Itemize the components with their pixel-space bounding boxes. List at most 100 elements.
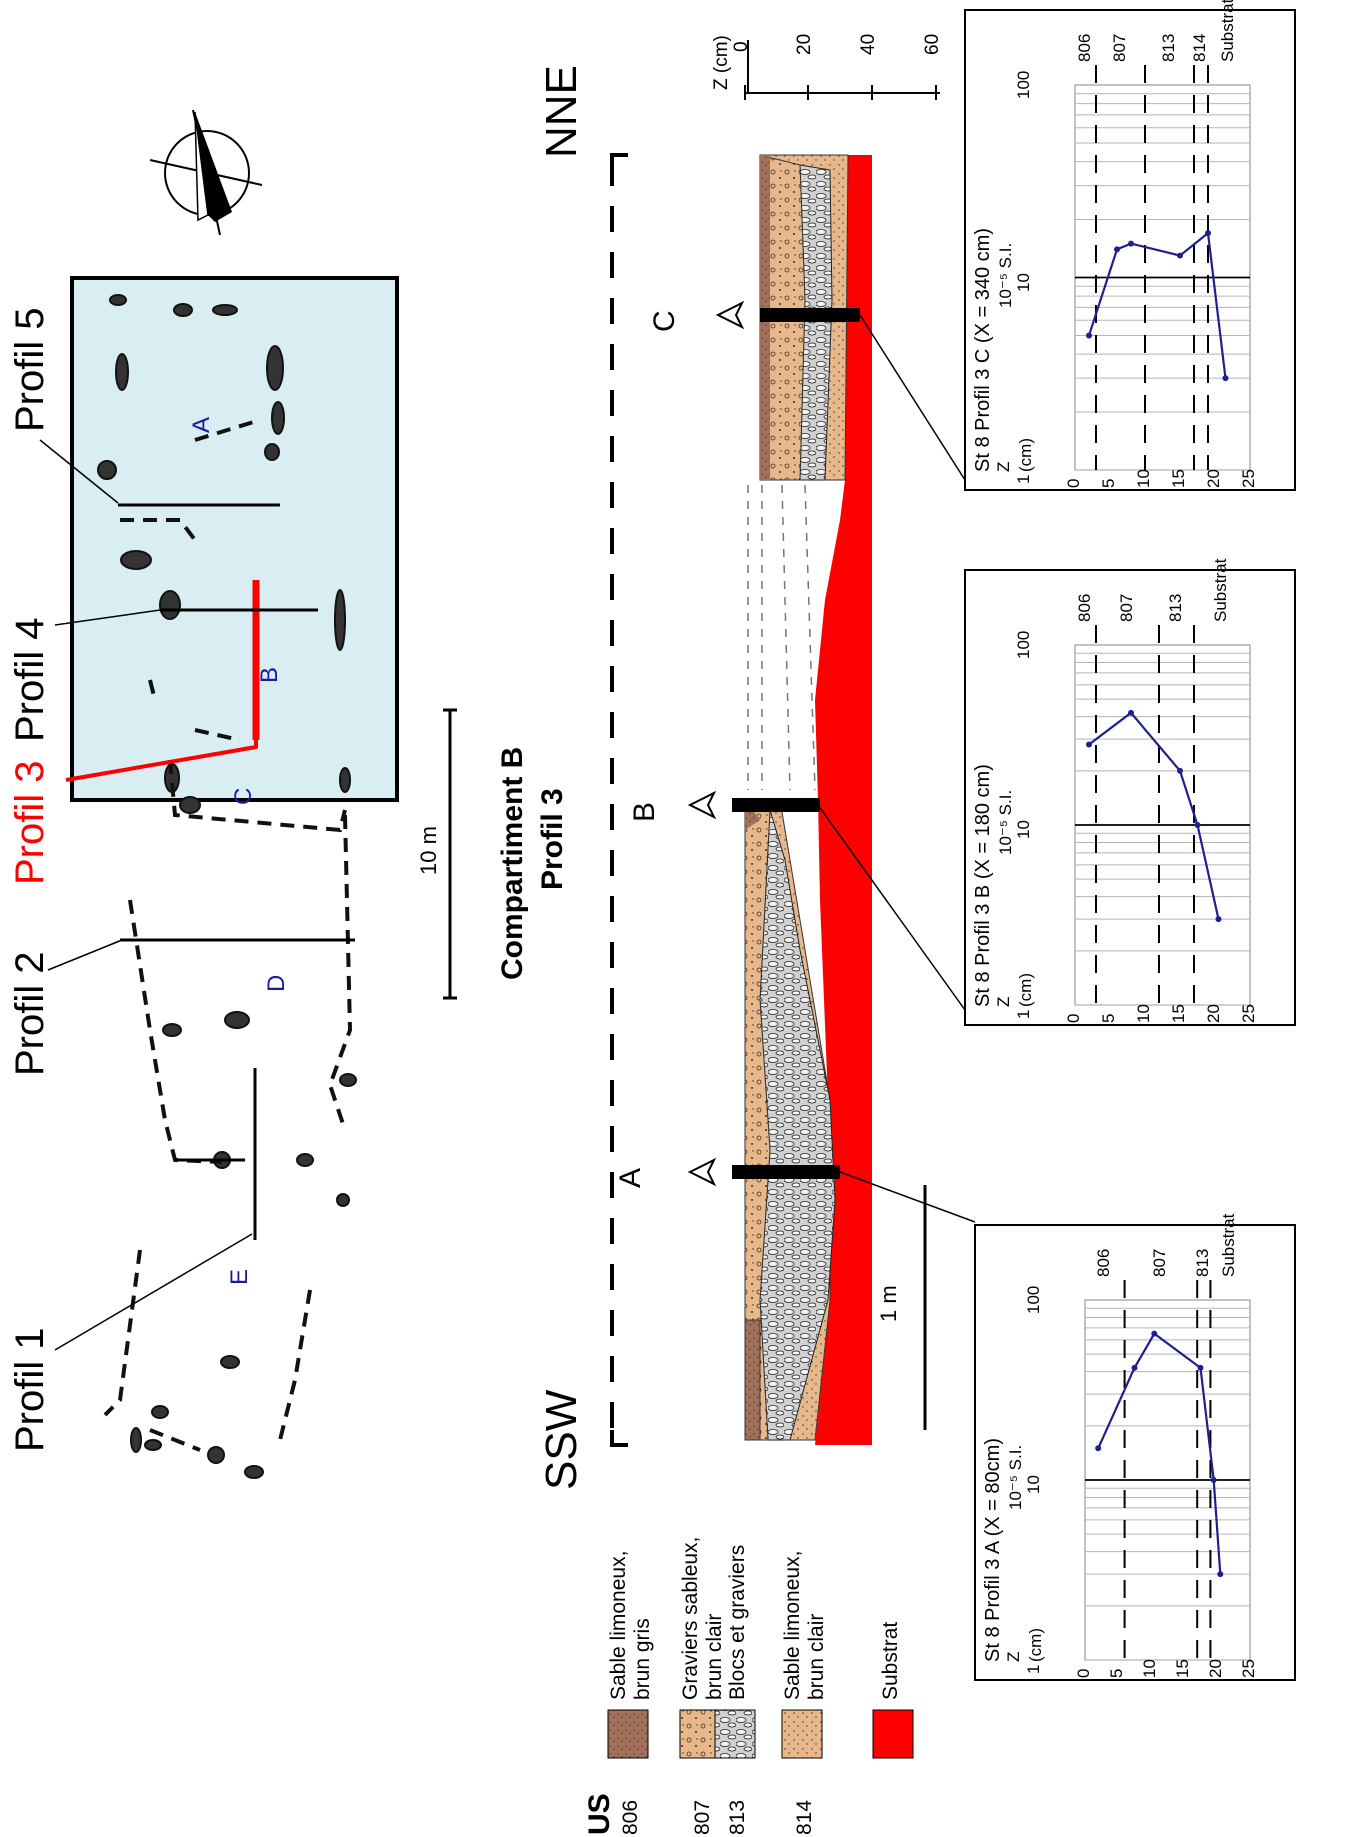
- layer-label: Substrat: [1219, 1213, 1239, 1277]
- y-tick-label: 10: [1014, 820, 1033, 839]
- legend-swatch-substrat: [872, 1709, 914, 1759]
- layer-label: 813: [1192, 1248, 1212, 1277]
- chart-frame: [974, 1224, 1296, 1681]
- x-tick-label: 25: [1239, 1659, 1258, 1678]
- layer-label: 807: [1149, 1248, 1169, 1277]
- legend-code-806: 806: [619, 1799, 642, 1835]
- chart-unit: 10⁻⁵ S.I.: [996, 789, 1015, 855]
- data-point: [1194, 822, 1201, 828]
- measure-bar-b: [732, 798, 820, 812]
- y-tick-label: 100: [1014, 630, 1033, 659]
- data-point: [1151, 1330, 1158, 1337]
- susceptibility-charts: [964, 9, 1296, 1681]
- section-left-end: SSW: [537, 1389, 586, 1490]
- chart-title: St 8 Profil 3 B (X = 180 cm): [972, 764, 994, 1007]
- x-tick-label: 15: [1169, 469, 1188, 488]
- profile-1-label: Profil 1: [8, 1327, 52, 1453]
- layer-label: 806: [1074, 593, 1094, 622]
- data-point: [1217, 1571, 1224, 1578]
- x-tick-label: 5: [1099, 478, 1118, 488]
- data-point: [1095, 1445, 1102, 1452]
- data-point: [1177, 252, 1183, 259]
- measure-arrows: [687, 300, 745, 1187]
- legend-label-substrat: Substrat: [879, 1621, 902, 1700]
- data-point: [1210, 1477, 1217, 1483]
- measure-bar-c: [760, 308, 860, 322]
- z-tick-40: 40: [858, 33, 879, 55]
- x-tick-label: 5: [1107, 1668, 1126, 1678]
- chart-unit: 10⁻⁵ S.I.: [996, 242, 1015, 308]
- y-tick-label: 10: [1024, 1475, 1043, 1494]
- layer-label: Substrat: [1218, 0, 1237, 62]
- profile-5-label: Profil 5: [8, 307, 52, 433]
- plan-scale-label: 10 m: [416, 826, 441, 875]
- y-tick-label: 1: [1014, 1009, 1033, 1019]
- chart-title: St 8 Profil 3 A (X = 80cm): [982, 1438, 1004, 1662]
- legend-code-814: 814: [793, 1799, 816, 1835]
- data-point: [1128, 709, 1134, 716]
- section-point-c: C: [648, 310, 681, 332]
- y-tick-label: 100: [1014, 70, 1033, 99]
- profile-4-label: Profil 4: [8, 617, 52, 743]
- layer-label: 806: [1074, 33, 1094, 62]
- layer-label: 807: [1116, 593, 1136, 622]
- x-label-unit: (cm): [1026, 1628, 1045, 1662]
- section-scale-label: 1 m: [876, 1285, 901, 1322]
- layer-label: 806: [1093, 1248, 1113, 1277]
- x-tick-label: 0: [1064, 478, 1083, 488]
- chart-frame: [964, 569, 1296, 1026]
- cross-section: [610, 40, 976, 1447]
- x-tick-label: 5: [1099, 1013, 1118, 1023]
- profile-3-label[interactable]: Profil 3: [8, 760, 52, 886]
- compartment-e: E: [226, 1268, 253, 1285]
- x-tick-label: 0: [1064, 1013, 1083, 1023]
- x-label-unit: (cm): [1016, 973, 1035, 1007]
- layer-label: 813: [1158, 33, 1178, 62]
- x-label-z: Z: [994, 996, 1013, 1007]
- data-point: [1197, 1364, 1204, 1371]
- legend-swatches: [607, 1709, 914, 1759]
- x-tick-label: 20: [1204, 1004, 1223, 1023]
- z-scale: [744, 85, 940, 100]
- legend-label-813-1: Blocs et graviers: [726, 1544, 749, 1700]
- section-point-b: B: [628, 801, 661, 822]
- x-tick-label: 15: [1173, 1659, 1192, 1678]
- x-tick-label: 20: [1204, 469, 1223, 488]
- x-label-z: Z: [1004, 1651, 1023, 1662]
- z-tick-20: 20: [794, 33, 815, 55]
- chart-title: St 8 Profil 3 C (X = 340 cm): [972, 228, 994, 472]
- compartment-a: A: [188, 416, 215, 433]
- section-point-a: A: [614, 1167, 647, 1188]
- x-tick-label: 10: [1134, 1004, 1153, 1023]
- measure-bar-a: [732, 1165, 840, 1179]
- chart-2: [964, 569, 1296, 1026]
- chart-frame: [964, 9, 1296, 491]
- legend-label-814-1: Sable limoneux,: [781, 1550, 804, 1700]
- x-tick-label: 25: [1239, 1004, 1258, 1023]
- compartment-d: D: [263, 974, 290, 992]
- data-point: [1128, 240, 1134, 247]
- data-point: [1215, 916, 1222, 923]
- x-tick-label: 0: [1074, 1668, 1093, 1678]
- legend-code-813: 813: [726, 1799, 749, 1835]
- chart-1: [974, 1224, 1296, 1681]
- legend-label-806-2: brun gris: [631, 1618, 654, 1700]
- section-title-line1: Compartiment B: [496, 746, 529, 980]
- y-tick-label: 10: [1014, 272, 1033, 292]
- section-title-line2: Profil 3: [536, 788, 569, 890]
- data-point: [1131, 1364, 1138, 1371]
- chart-3: [964, 9, 1296, 491]
- x-label-z: Z: [994, 461, 1013, 472]
- data-point: [1222, 375, 1229, 382]
- compartment-b: B: [256, 666, 283, 683]
- x-tick-label: 10: [1134, 469, 1153, 488]
- susceptibility-series: [1087, 231, 1227, 379]
- susceptibility-series: [1097, 1332, 1222, 1575]
- data-point: [1205, 230, 1211, 237]
- site-plan: [39, 109, 457, 1479]
- y-tick-label: 1: [1014, 474, 1033, 484]
- profile-2-label: Profil 2: [8, 951, 52, 1077]
- x-tick-label: 15: [1169, 1004, 1188, 1023]
- z-axis-label: Z (cm): [711, 35, 732, 90]
